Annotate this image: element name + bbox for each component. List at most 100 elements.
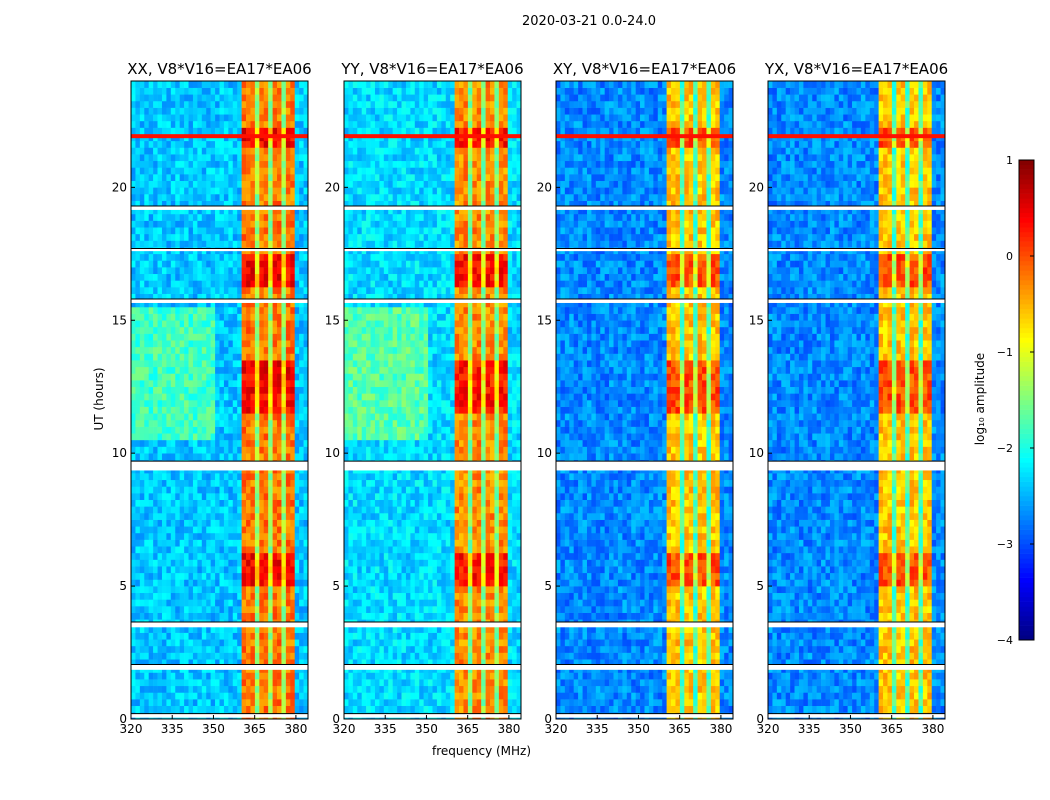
heatmap-cell <box>294 326 300 334</box>
heatmap-cell <box>139 572 145 580</box>
heatmap-cell <box>405 625 411 633</box>
heatmap-cell <box>259 393 265 401</box>
heatmap-cell <box>166 81 172 88</box>
heatmap-cell <box>201 154 207 162</box>
heatmap-cell <box>161 406 167 414</box>
heatmap-cell <box>272 692 278 700</box>
heatmap-cell <box>219 174 225 181</box>
heatmap-cell <box>139 552 145 560</box>
heatmap-cell <box>175 612 180 620</box>
heatmap-cell <box>184 679 189 687</box>
heatmap-cell <box>259 566 265 574</box>
heatmap-cell <box>131 87 136 95</box>
heatmap-cell <box>454 705 460 713</box>
heatmap-cell <box>197 572 203 580</box>
heatmap-cell <box>254 180 260 188</box>
heatmap-cell <box>361 699 367 707</box>
heatmap-cell <box>175 592 180 600</box>
heatmap-cell <box>201 419 207 427</box>
heatmap-cell <box>201 287 207 294</box>
heatmap-cell <box>503 705 509 713</box>
heatmap-cell <box>166 293 172 301</box>
heatmap-cell <box>459 599 464 607</box>
heatmap-cell <box>166 546 172 554</box>
heatmap-cell <box>170 559 176 567</box>
heatmap-cell <box>232 333 238 341</box>
heatmap-cell <box>192 167 198 175</box>
heatmap-cell <box>170 679 176 687</box>
heatmap-cell <box>410 586 416 594</box>
heatmap-cell <box>175 393 180 401</box>
heatmap-cell <box>135 87 141 95</box>
heatmap-cell <box>153 552 158 560</box>
heatmap-cell <box>184 154 189 162</box>
heatmap-cell <box>481 559 486 567</box>
heatmap-cell <box>246 107 251 115</box>
heatmap-cell <box>392 552 398 560</box>
heatmap-cell <box>246 572 251 580</box>
heatmap-cell <box>454 679 460 687</box>
heatmap-cell <box>219 373 225 381</box>
heatmap-cell <box>135 526 141 534</box>
heatmap-cell <box>410 612 416 620</box>
heatmap-cell <box>210 406 216 414</box>
heatmap-cell <box>201 346 207 354</box>
heatmap-cell <box>210 699 216 707</box>
heatmap-cell <box>254 559 260 567</box>
heatmap-cell <box>197 692 203 700</box>
heatmap-cell <box>246 273 251 281</box>
heatmap-cell <box>250 174 256 181</box>
heatmap-cell <box>379 572 385 580</box>
heatmap-cell <box>170 94 176 102</box>
heatmap-cell <box>344 705 349 713</box>
heatmap-cell <box>299 659 304 667</box>
heatmap-cell <box>161 360 167 368</box>
heatmap-cell <box>281 253 287 261</box>
heatmap-cell <box>237 446 242 454</box>
heatmap-cell <box>228 586 234 594</box>
heatmap-cell <box>135 592 141 600</box>
heatmap-cell <box>179 320 185 328</box>
heatmap-cell <box>179 227 185 235</box>
heatmap-cell <box>428 552 433 560</box>
heatmap-cell <box>197 306 203 314</box>
heatmap-cell <box>272 300 278 308</box>
heatmap-cell <box>170 306 176 314</box>
heatmap-cell <box>201 453 207 461</box>
heatmap-cell <box>454 639 460 647</box>
heatmap-cell <box>192 439 198 447</box>
heatmap-cell <box>281 413 287 421</box>
heatmap-cell <box>184 659 189 667</box>
heatmap-cell <box>170 426 176 434</box>
heatmap-cell <box>441 705 447 713</box>
heatmap-cell <box>188 233 194 241</box>
heatmap-cell <box>206 253 211 261</box>
heatmap-cell <box>507 632 513 640</box>
heatmap-cell <box>352 579 358 587</box>
heatmap-cell <box>135 419 141 427</box>
heatmap-cell <box>254 167 260 175</box>
heatmap-cell <box>223 493 229 500</box>
heatmap-cell <box>188 273 194 281</box>
heatmap-cell <box>250 612 256 620</box>
heatmap-cell <box>277 625 282 633</box>
heatmap-cell <box>148 579 154 587</box>
heatmap-cell <box>219 479 225 487</box>
heatmap-cell <box>179 406 185 414</box>
heatmap-cell <box>179 479 185 487</box>
heatmap-cell <box>285 147 291 155</box>
heatmap-cell <box>432 599 438 607</box>
heatmap-cell <box>463 685 469 693</box>
heatmap-cell <box>352 645 358 653</box>
heatmap-cell <box>192 346 198 354</box>
heatmap-cell <box>179 313 185 321</box>
heatmap-cell <box>352 625 358 633</box>
heatmap-cell <box>445 692 451 700</box>
heatmap-cell <box>352 606 358 613</box>
heatmap-cell <box>175 566 180 574</box>
heatmap-cell <box>397 699 402 707</box>
heatmap-cell <box>436 659 442 667</box>
heatmap-cell <box>277 273 282 281</box>
heatmap-cell <box>228 260 234 268</box>
heatmap-cell <box>272 572 278 580</box>
